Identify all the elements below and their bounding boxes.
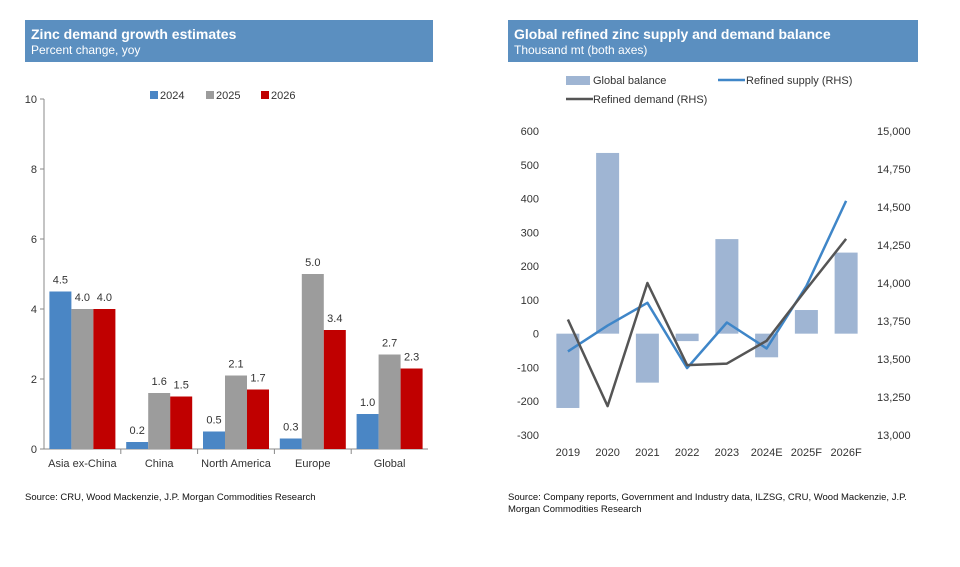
x-tick-label: Europe bbox=[295, 458, 330, 470]
y-left-tick-label: 0 bbox=[533, 329, 539, 341]
bar-global-balance bbox=[834, 252, 858, 334]
data-label: 2.1 bbox=[228, 359, 243, 371]
data-label: 1.7 bbox=[250, 373, 265, 385]
line-refined-demand bbox=[566, 238, 848, 408]
y-left-tick-label: -300 bbox=[517, 430, 539, 442]
data-label: 1.6 bbox=[152, 376, 167, 388]
y-right-tick-label: 13,750 bbox=[877, 316, 911, 328]
left-chart-title: Zinc demand growth estimates bbox=[31, 26, 237, 42]
legend-label-refined-supply: Refined supply (RHS) bbox=[746, 75, 852, 87]
right-chart-title: Global refined zinc supply and demand ba… bbox=[514, 26, 831, 42]
y-left-tick-label: 100 bbox=[521, 295, 539, 307]
legend-label-2024: 2024 bbox=[160, 90, 184, 102]
legend-label-global-balance: Global balance bbox=[593, 75, 666, 87]
x-tick-label: 2024E bbox=[751, 447, 783, 459]
bar-2024 bbox=[49, 291, 72, 449]
bar-global-balance bbox=[675, 333, 699, 342]
data-label: 3.4 bbox=[327, 313, 342, 325]
legend-label-2025: 2025 bbox=[216, 90, 240, 102]
x-tick-label: Asia ex-China bbox=[48, 458, 117, 470]
y-right-tick-label: 13,500 bbox=[877, 354, 911, 366]
data-label: 2.3 bbox=[404, 352, 419, 364]
left-chart-header: Zinc demand growth estimates Percent cha… bbox=[25, 20, 433, 62]
bar-global-balance bbox=[596, 152, 620, 334]
y-right-tick-label: 14,500 bbox=[877, 202, 911, 214]
y-left-tick-label: -200 bbox=[517, 396, 539, 408]
x-tick-label: 2026F bbox=[831, 447, 862, 459]
y-left-tick-label: -100 bbox=[517, 362, 539, 374]
bar-2026 bbox=[247, 389, 269, 449]
bar-2024 bbox=[203, 431, 225, 449]
x-tick-label: 2019 bbox=[556, 447, 580, 459]
zinc-balance-chart: -300 -200 -100 0 100 200 300 400 500 600 13,000 13,… bbox=[517, 75, 911, 459]
legend-label-2026: 2026 bbox=[271, 90, 295, 102]
bar-2026 bbox=[93, 309, 116, 449]
y-left-tick-label: 500 bbox=[521, 160, 539, 172]
bar-global-balance bbox=[635, 333, 659, 383]
data-label: 4.5 bbox=[53, 275, 68, 287]
x-tick-label: 2025F bbox=[791, 447, 822, 459]
y-tick-label: 4 bbox=[31, 304, 37, 316]
y-right-tick-label: 14,750 bbox=[877, 164, 911, 176]
data-label: 0.5 bbox=[206, 415, 221, 427]
x-tick-label: 2022 bbox=[675, 447, 699, 459]
bar-2025 bbox=[301, 274, 324, 449]
data-label: 0.2 bbox=[130, 425, 145, 437]
x-tick-label: 2020 bbox=[595, 447, 619, 459]
data-label: 2.7 bbox=[382, 338, 397, 350]
bar-global-balance bbox=[794, 310, 818, 334]
x-tick-label: China bbox=[145, 458, 175, 470]
y-right-tick-label: 15,000 bbox=[877, 126, 911, 138]
y-left-tick-label: 600 bbox=[521, 126, 539, 138]
right-chart-header: Global refined zinc supply and demand ba… bbox=[508, 20, 918, 62]
data-label: 1.5 bbox=[174, 380, 189, 392]
bar-2026 bbox=[400, 368, 423, 449]
y-left-tick-label: 400 bbox=[521, 194, 539, 206]
right-chart-source: Source: Company reports, Government and … bbox=[508, 492, 907, 515]
bar-global-balance bbox=[715, 239, 739, 334]
legend-label-refined-demand: Refined demand (RHS) bbox=[593, 94, 707, 106]
y-right-tick-label: 14,250 bbox=[877, 240, 911, 252]
y-right-tick-label: 13,250 bbox=[877, 392, 911, 404]
bar-2025 bbox=[148, 393, 171, 449]
data-label: 0.3 bbox=[283, 422, 298, 434]
x-tick-label: North America bbox=[201, 458, 272, 470]
y-tick-label: 2 bbox=[31, 374, 37, 386]
left-chart-subtitle: Percent change, yoy bbox=[31, 43, 141, 57]
y-left-tick-label: 200 bbox=[521, 261, 539, 273]
y-tick-label: 10 bbox=[25, 94, 37, 106]
x-tick-label: 2023 bbox=[715, 447, 739, 459]
data-label: 5.0 bbox=[305, 257, 320, 269]
zinc-demand-growth-chart: 0 2 4 6 8 10 Asia ex-China 4.5 4.0 4.0 China 0.2 1.6… bbox=[25, 90, 428, 470]
y-right-tick-label: 14,000 bbox=[877, 278, 911, 290]
bar-global-balance bbox=[556, 333, 580, 408]
data-label: 4.0 bbox=[75, 292, 90, 304]
left-chart-source: Source: CRU, Wood Mackenzie, J.P. Morgan… bbox=[25, 492, 316, 503]
right-chart-subtitle: Thousand mt (both axes) bbox=[514, 43, 648, 57]
data-label: 4.0 bbox=[97, 292, 112, 304]
bar-2026 bbox=[170, 396, 193, 449]
y-left-tick-label: 300 bbox=[521, 227, 539, 239]
data-label: 1.0 bbox=[360, 397, 375, 409]
legend-swatch-2026 bbox=[261, 91, 269, 99]
bar-2024 bbox=[279, 438, 302, 449]
y-right-tick-label: 13,000 bbox=[877, 430, 911, 442]
y-tick-label: 0 bbox=[31, 444, 37, 456]
bar-2025 bbox=[71, 309, 94, 449]
legend-swatch-2025 bbox=[206, 91, 214, 99]
legend-swatch-global-balance bbox=[566, 76, 590, 85]
bar-2025 bbox=[225, 375, 247, 449]
bar-2025 bbox=[378, 354, 401, 449]
bar-2024 bbox=[356, 414, 379, 449]
y-tick-label: 8 bbox=[31, 164, 37, 176]
x-tick-label: Global bbox=[374, 458, 406, 470]
bar-2024 bbox=[126, 442, 149, 449]
bar-2026 bbox=[323, 330, 346, 449]
x-tick-label: 2021 bbox=[635, 447, 659, 459]
y-tick-label: 6 bbox=[31, 234, 37, 246]
legend-swatch-2024 bbox=[150, 91, 158, 99]
